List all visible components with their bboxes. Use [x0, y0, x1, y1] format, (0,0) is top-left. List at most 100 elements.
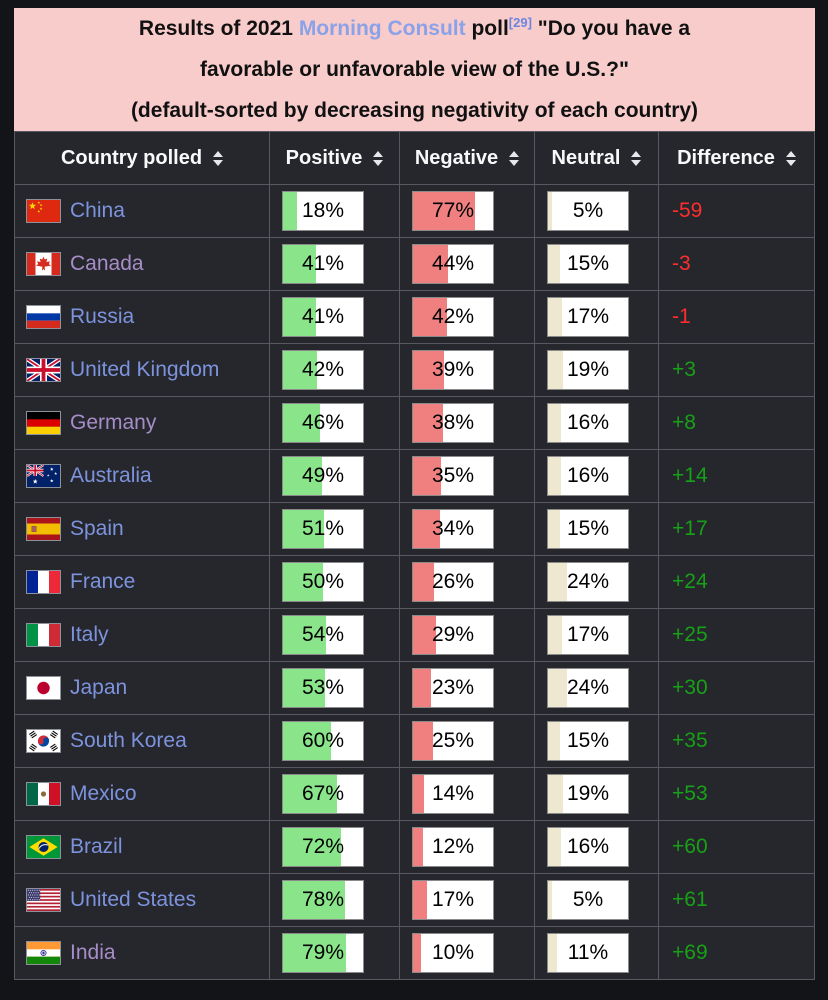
country-link-france[interactable]: France — [70, 570, 136, 593]
caption-line-1: Results of 2021 Morning Consult poll[29]… — [14, 8, 815, 49]
country-link-united-kingdom[interactable]: United Kingdom — [70, 358, 220, 381]
difference-cell: +60 — [658, 820, 815, 874]
positive-bar-fill — [283, 351, 317, 389]
negative-bar-fill — [413, 298, 447, 336]
neutral-bar-fill — [548, 298, 562, 336]
country-cell: Mexico — [14, 767, 270, 821]
neutral-bar: 5% — [547, 191, 629, 231]
negative-cell: 23% — [399, 661, 535, 715]
country-link-australia[interactable]: Australia — [70, 464, 152, 487]
difference-cell: +8 — [658, 396, 815, 450]
positive-bar: 67% — [282, 774, 364, 814]
column-header-neutral[interactable]: Neutral — [534, 131, 659, 185]
positive-bar-fill — [283, 722, 331, 760]
negative-cell: 39% — [399, 343, 535, 397]
neutral-bar-value: 15% — [566, 517, 610, 540]
flag-china-icon — [26, 199, 61, 223]
positive-bar-fill — [283, 775, 337, 813]
positive-bar: 18% — [282, 191, 364, 231]
positive-bar-fill — [283, 563, 323, 601]
positive-bar: 60% — [282, 721, 364, 761]
positive-bar: 72% — [282, 827, 364, 867]
positive-cell: 60% — [269, 714, 400, 768]
poll-results-table: Results of 2021 Morning Consult poll[29]… — [14, 8, 815, 980]
country-link-japan[interactable]: Japan — [70, 676, 128, 699]
country-link-united-states[interactable]: United States — [70, 888, 197, 911]
positive-bar: 42% — [282, 350, 364, 390]
ref-29-link[interactable]: [29] — [508, 15, 532, 30]
difference-value: +3 — [672, 358, 696, 381]
caption-line-2: favorable or unfavorable view of the U.S… — [200, 58, 629, 81]
country-link-canada[interactable]: Canada — [70, 252, 144, 275]
difference-cell: +35 — [658, 714, 815, 768]
country-link-brazil[interactable]: Brazil — [70, 835, 123, 858]
flag-germany-icon — [26, 411, 61, 435]
difference-value: +17 — [672, 517, 708, 540]
country-link-italy[interactable]: Italy — [70, 623, 109, 646]
negative-cell: 44% — [399, 237, 535, 291]
country-link-germany[interactable]: Germany — [70, 411, 157, 434]
difference-value: +61 — [672, 888, 708, 911]
table-row: Mexico 67% 14% 19% +53 — [14, 767, 815, 821]
flag-united-states-icon — [26, 888, 61, 912]
neutral-bar: 19% — [547, 350, 629, 390]
negative-bar-fill — [413, 669, 432, 707]
neutral-cell: 16% — [534, 449, 659, 503]
negative-bar-fill — [413, 828, 423, 866]
positive-bar: 54% — [282, 615, 364, 655]
negative-bar-fill — [413, 510, 441, 548]
difference-cell: +30 — [658, 661, 815, 715]
neutral-bar: 24% — [547, 562, 629, 602]
column-label: Neutral — [551, 146, 621, 169]
positive-bar-value: 79% — [301, 941, 345, 964]
country-cell: United Kingdom — [14, 343, 270, 397]
column-header-positive[interactable]: Positive — [269, 131, 400, 185]
country-link-south-korea[interactable]: South Korea — [70, 729, 187, 752]
column-header-country-polled[interactable]: Country polled — [14, 131, 270, 185]
flag-australia-icon — [26, 464, 61, 488]
positive-cell: 49% — [269, 449, 400, 503]
neutral-cell: 5% — [534, 873, 659, 927]
positive-bar-value: 72% — [301, 835, 345, 858]
column-header-negative[interactable]: Negative — [399, 131, 535, 185]
positive-bar: 41% — [282, 297, 364, 337]
difference-value: +60 — [672, 835, 708, 858]
country-link-spain[interactable]: Spain — [70, 517, 124, 540]
neutral-bar-value: 16% — [566, 835, 610, 858]
neutral-cell: 19% — [534, 343, 659, 397]
morning-consult-link[interactable]: Morning Consult — [298, 17, 466, 40]
sort-icon — [509, 150, 520, 166]
positive-cell: 53% — [269, 661, 400, 715]
positive-bar-fill — [283, 934, 347, 972]
neutral-bar-fill — [548, 457, 561, 495]
country-link-russia[interactable]: Russia — [70, 305, 135, 328]
negative-cell: 17% — [399, 873, 535, 927]
positive-cell: 50% — [269, 555, 400, 609]
neutral-bar: 16% — [547, 456, 629, 496]
difference-value: +69 — [672, 941, 708, 964]
neutral-bar-value: 16% — [566, 411, 610, 434]
difference-value: +35 — [672, 729, 708, 752]
difference-cell: +14 — [658, 449, 815, 503]
negative-cell: 34% — [399, 502, 535, 556]
column-label: Country polled — [60, 146, 203, 169]
positive-bar-fill — [283, 881, 346, 919]
country-link-china[interactable]: China — [70, 199, 125, 222]
country-link-india[interactable]: India — [70, 941, 116, 964]
difference-value: +8 — [672, 411, 696, 434]
country-cell: Brazil — [14, 820, 270, 874]
column-header-difference[interactable]: Difference — [658, 131, 815, 185]
positive-bar-value: 49% — [301, 464, 345, 487]
table-row: South Korea 60% 25% 15% +35 — [14, 714, 815, 768]
country-cell: Canada — [14, 237, 270, 291]
neutral-bar-fill — [548, 934, 557, 972]
column-label: Difference — [677, 146, 775, 169]
positive-bar: 53% — [282, 668, 364, 708]
difference-cell: +25 — [658, 608, 815, 662]
negative-bar: 23% — [412, 668, 494, 708]
table-row: Russia 41% 42% 17% -1 — [14, 290, 815, 344]
table-row: China 18% 77% 5% -59 — [14, 184, 815, 238]
neutral-bar-fill — [548, 192, 552, 230]
flag-italy-icon — [26, 623, 61, 647]
country-link-mexico[interactable]: Mexico — [70, 782, 137, 805]
